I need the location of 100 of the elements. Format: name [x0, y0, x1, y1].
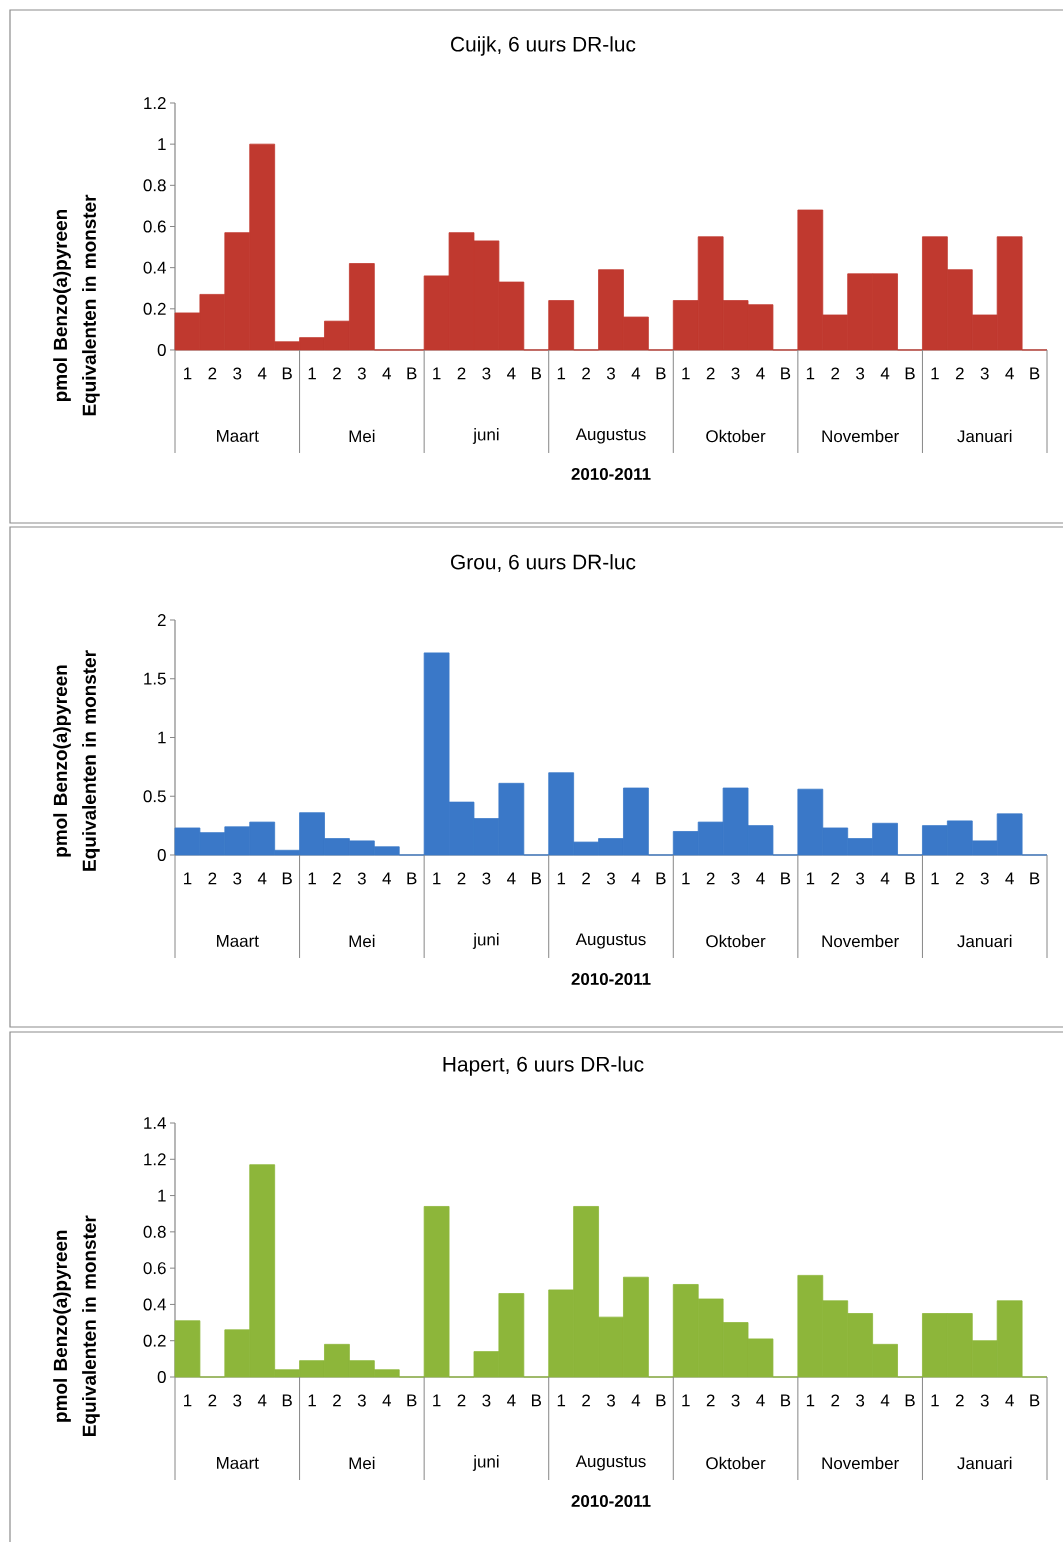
x-tick-label: 2 — [582, 872, 590, 885]
x-tick-label: 3 — [482, 1394, 491, 1407]
x-tick-label: 1 — [806, 872, 815, 885]
text: Augustus — [575, 428, 646, 444]
text: juni — [472, 933, 499, 949]
text: November — [822, 934, 899, 948]
x-tick-label: 2 — [208, 872, 217, 885]
x-tick-label: 3 — [606, 1394, 615, 1407]
x-tick-label: 1 — [557, 872, 566, 885]
x-tick-label: 2 — [333, 872, 341, 885]
x-tick-label: 3 — [980, 367, 989, 380]
y-axis-title: pmol Benzo(a)pyreen Equivalenten in monster — [53, 194, 100, 416]
x-tick-label: 4 — [756, 367, 765, 380]
x-tick-label: 2 — [706, 872, 715, 885]
text: Januari — [957, 429, 1012, 443]
y-tick-label: 0.4 — [143, 1298, 166, 1311]
x-tick-label: 4 — [507, 367, 516, 380]
text: Mei — [349, 429, 375, 443]
x-tick-label: 3 — [856, 872, 865, 885]
x-tick-label: 1 — [184, 872, 192, 885]
x-tick-label: 2 — [706, 1394, 715, 1407]
text: Oktober — [706, 934, 766, 948]
x-tick-label: B — [905, 1394, 915, 1407]
x-tick-label: 3 — [233, 367, 242, 380]
x-tick-label: 1 — [433, 1394, 441, 1407]
y-tick-label: 0.5 — [143, 790, 166, 803]
text: Mei — [349, 1456, 375, 1470]
x-tick-label: 2 — [831, 1394, 840, 1407]
text: Oktober — [706, 429, 766, 443]
x-tick-label: 2 — [831, 367, 840, 380]
x-tick-label: B — [781, 367, 791, 380]
x-tick-label: 4 — [756, 872, 765, 885]
x-tick-label: 4 — [880, 872, 890, 885]
x-tick-label: 4 — [1005, 367, 1014, 380]
text: Oktober — [706, 1456, 766, 1470]
x-tick-label: 1 — [931, 872, 939, 885]
y-tick-label: 0 — [157, 848, 166, 861]
x-tick-label: 1 — [184, 367, 192, 380]
text: Januari — [957, 1456, 1012, 1470]
x-tick-label: 2 — [457, 1394, 466, 1407]
x-tick-label: B — [1030, 872, 1040, 885]
x-tick-label: 3 — [980, 1394, 989, 1407]
x-tick-label: 3 — [233, 872, 242, 885]
x-tick-label: 1 — [806, 367, 815, 380]
x-tick-label: 3 — [980, 872, 989, 885]
x-tick-label: 2 — [208, 1394, 217, 1407]
x-tick-label: 3 — [731, 1394, 740, 1407]
x-tick-label: 4 — [507, 872, 516, 885]
x-tick-label: 4 — [257, 872, 267, 885]
x-axis-title: 2010-2011 — [571, 1495, 651, 1507]
y-tick-label: 0.8 — [143, 1225, 166, 1238]
y-tick-label: 1 — [158, 1189, 166, 1202]
chart-title: Cuijk, 6 uurs DR-luc — [451, 36, 636, 56]
text: Augustus — [575, 1455, 646, 1471]
x-tick-label: 3 — [856, 367, 865, 380]
x-tick-label: 3 — [856, 1394, 865, 1407]
x-tick-label: 1 — [931, 1394, 939, 1407]
x-tick-label: 2 — [457, 872, 466, 885]
x-tick-label: 1 — [308, 1394, 316, 1407]
chart-title: Hapert, 6 uurs DR-luc — [443, 1056, 644, 1076]
x-tick-label: B — [282, 1394, 292, 1407]
x-tick-label: 1 — [806, 1394, 815, 1407]
text: juni — [472, 428, 499, 444]
x-tick-label: B — [407, 367, 417, 380]
x-tick-label: 1 — [433, 872, 441, 885]
x-tick-label: B — [407, 872, 417, 885]
x-tick-label: 4 — [507, 1394, 516, 1407]
x-tick-label: B — [282, 872, 292, 885]
x-tick-label: B — [532, 872, 542, 885]
x-tick-label: 1 — [308, 367, 316, 380]
x-tick-label: 4 — [382, 872, 391, 885]
y-tick-label: 1.4 — [144, 1117, 166, 1129]
x-tick-label: B — [532, 1394, 542, 1407]
x-tick-label: B — [781, 1394, 791, 1407]
x-tick-label: 4 — [631, 367, 641, 380]
x-tick-label: 2 — [333, 1394, 341, 1407]
x-tick-label: B — [905, 872, 915, 885]
text: Maart — [217, 935, 259, 947]
x-tick-label: 3 — [731, 367, 740, 380]
y-tick-label: 1 — [158, 138, 166, 150]
x-tick-label: 2 — [208, 367, 217, 380]
x-tick-label: 4 — [1005, 872, 1014, 885]
x-tick-label: 3 — [357, 872, 366, 885]
y-tick-label: 0 — [157, 343, 166, 356]
x-tick-label: B — [656, 872, 666, 885]
y-tick-label: 0.2 — [143, 302, 166, 315]
x-tick-label: 4 — [1005, 1394, 1014, 1407]
text: November — [822, 1456, 899, 1470]
x-tick-label: 4 — [257, 367, 267, 380]
y-tick-label: 0.8 — [143, 179, 166, 192]
x-tick-label: B — [905, 367, 915, 380]
x-tick-label: 3 — [731, 872, 740, 885]
text: November — [822, 429, 899, 443]
text: Augustus — [575, 933, 646, 949]
x-tick-label: B — [781, 872, 791, 885]
x-axis-title: 2010-2011 — [571, 467, 651, 480]
y-tick-label: 1.2 — [144, 97, 166, 109]
x-tick-label: B — [532, 367, 542, 380]
y-tick-label: 1.2 — [144, 1153, 166, 1166]
x-tick-label: 2 — [955, 1394, 964, 1407]
